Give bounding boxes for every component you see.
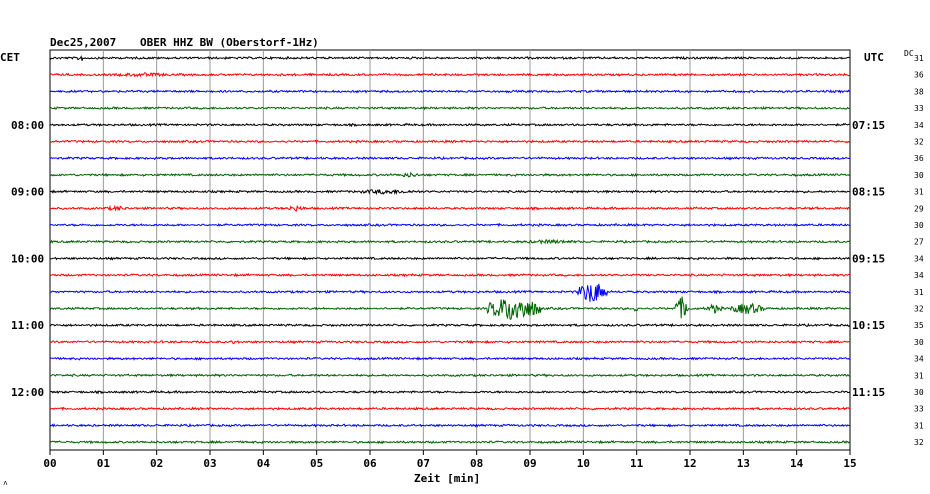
dc-offset-label: 31 bbox=[914, 421, 924, 430]
x-tick-label: 12 bbox=[683, 457, 696, 470]
cet-time-labels: 08:00 09:00 10:00 11:00 12:00 bbox=[11, 119, 44, 399]
trace-4 bbox=[49, 122, 851, 128]
dc-offset-label: 31 bbox=[914, 371, 924, 380]
dc-offset-label: 27 bbox=[914, 238, 924, 247]
trace-12 bbox=[49, 256, 851, 261]
x-tick-label: 05 bbox=[310, 457, 323, 470]
dc-offset-label: 33 bbox=[914, 405, 924, 414]
grid bbox=[49, 49, 851, 451]
x-tick-label: 02 bbox=[150, 457, 163, 470]
cet-time-label: 09:00 bbox=[11, 186, 44, 199]
trace-10 bbox=[49, 222, 851, 228]
trace-3 bbox=[49, 105, 851, 111]
trace-11 bbox=[49, 238, 851, 245]
dc-offset-label: 30 bbox=[914, 338, 924, 347]
trace-23 bbox=[49, 439, 850, 445]
cet-time-label: 10:00 bbox=[11, 252, 44, 265]
cet-label: CET bbox=[0, 51, 20, 64]
plot-frame bbox=[49, 49, 851, 451]
trace-15 bbox=[49, 296, 851, 321]
trace-6 bbox=[49, 155, 851, 161]
utc-time-label: 08:15 bbox=[852, 186, 885, 199]
cet-time-label: 12:00 bbox=[11, 386, 44, 399]
trace-1 bbox=[49, 72, 851, 78]
x-tick-label: 11 bbox=[630, 457, 644, 470]
trace-19 bbox=[49, 373, 851, 378]
dc-offset-label: 34 bbox=[914, 121, 924, 130]
utc-time-label: 10:15 bbox=[852, 319, 885, 332]
utc-time-label: 09:15 bbox=[852, 252, 885, 265]
x-tick-label: 09 bbox=[523, 457, 536, 470]
dc-offset-label: 34 bbox=[914, 271, 924, 280]
dc-offset-label: 32 bbox=[914, 438, 924, 447]
x-tick-label: 07 bbox=[417, 457, 430, 470]
corner-mark: ˄ bbox=[3, 479, 8, 488]
dc-offset-label: 30 bbox=[914, 388, 924, 397]
dc-offset-label: 36 bbox=[914, 71, 924, 80]
trace-16 bbox=[49, 322, 851, 328]
cet-time-label: 11:00 bbox=[11, 319, 44, 332]
cet-time-label: 08:00 bbox=[11, 119, 44, 132]
dc-offset-label: 34 bbox=[914, 254, 924, 263]
trace-22 bbox=[49, 423, 851, 428]
dc-offset-label: 38 bbox=[914, 87, 924, 96]
dc-offset-label: 30 bbox=[914, 221, 924, 230]
date-label: Dec25,2007 bbox=[50, 36, 116, 49]
trace-2 bbox=[49, 89, 851, 94]
trace-20 bbox=[49, 389, 851, 395]
dc-label: DC bbox=[904, 49, 914, 58]
trace-14 bbox=[50, 283, 851, 302]
traces bbox=[49, 54, 851, 445]
x-tick-label: 15 bbox=[843, 457, 856, 470]
dc-offset-label: 31 bbox=[914, 288, 924, 297]
x-tick-label: 08 bbox=[470, 457, 483, 470]
dc-offset-label: 32 bbox=[914, 138, 924, 147]
x-tick-label: 00 bbox=[43, 457, 56, 470]
dc-offset-label: 30 bbox=[914, 171, 924, 180]
x-tick-label: 14 bbox=[790, 457, 804, 470]
dc-offset-label: 31 bbox=[914, 188, 924, 197]
dc-offset-label: 31 bbox=[914, 54, 924, 63]
x-tick-label: 01 bbox=[97, 457, 111, 470]
trace-9 bbox=[49, 204, 851, 212]
x-tick-label: 10 bbox=[577, 457, 590, 470]
trace-7 bbox=[50, 171, 851, 178]
utc-label: UTC bbox=[864, 51, 884, 64]
trace-0 bbox=[49, 54, 851, 61]
utc-time-labels: 07:15 08:15 09:15 10:15 11:15 bbox=[852, 119, 885, 399]
x-tick-label: 13 bbox=[737, 457, 750, 470]
x-tick-label: 04 bbox=[257, 457, 271, 470]
dc-offset-label: 33 bbox=[914, 104, 924, 113]
trace-18 bbox=[49, 356, 851, 361]
utc-time-label: 11:15 bbox=[852, 386, 885, 399]
x-tick-label: 03 bbox=[203, 457, 216, 470]
x-axis-label: Zeit [min] bbox=[414, 472, 480, 485]
x-ticks: 00 01 02 03 04 05 06 07 08 09 10 11 12 13 14 15 bbox=[43, 450, 857, 470]
trace-8 bbox=[49, 189, 851, 196]
utc-time-label: 07:15 bbox=[852, 119, 885, 132]
trace-13 bbox=[49, 272, 851, 278]
dc-offset-label: 34 bbox=[914, 355, 924, 364]
dc-offset-label: 36 bbox=[914, 154, 924, 163]
dc-offset-labels: 31 36 38 33 34 32 36 30 31 29 30 27 34 34 31 32 35 30 34 31… bbox=[914, 54, 924, 447]
station-label: OBER HHZ BW (Oberstorf-1Hz) bbox=[140, 36, 319, 49]
dc-offset-label: 29 bbox=[914, 204, 924, 213]
trace-21 bbox=[49, 406, 851, 411]
dc-offset-label: 32 bbox=[914, 305, 924, 314]
trace-5 bbox=[49, 139, 851, 144]
trace-17 bbox=[49, 339, 851, 345]
x-tick-label: 06 bbox=[363, 457, 377, 470]
dc-offset-label: 35 bbox=[914, 321, 924, 330]
